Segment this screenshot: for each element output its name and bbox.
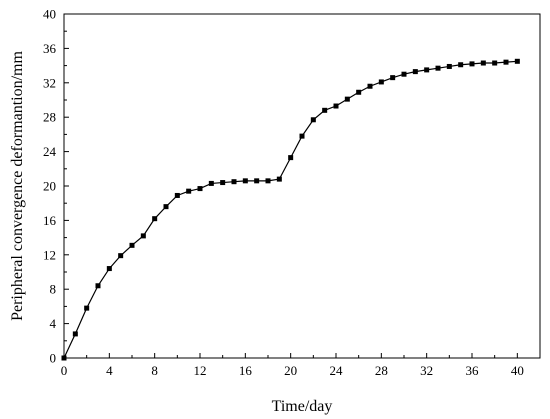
y-axis-title: Peripheral convergence deformantion/mm xyxy=(9,51,26,321)
y-tick-label: 20 xyxy=(43,179,56,194)
x-tick-label: 8 xyxy=(151,363,158,378)
series-line xyxy=(63,60,518,359)
data-point xyxy=(163,204,169,210)
x-tick-label: 32 xyxy=(420,363,433,378)
data-point xyxy=(322,107,328,113)
data-point xyxy=(152,216,158,222)
data-point xyxy=(242,178,248,184)
data-point xyxy=(367,83,373,89)
x-tick-label: 28 xyxy=(375,363,388,378)
data-point xyxy=(288,155,294,161)
y-tick-label: 16 xyxy=(43,213,57,228)
data-point xyxy=(72,331,78,337)
y-tick-label: 12 xyxy=(43,247,56,262)
y-tick-label: 0 xyxy=(50,351,57,366)
data-point xyxy=(412,69,418,75)
x-tick-label: 12 xyxy=(194,363,207,378)
y-tick-label: 40 xyxy=(43,7,56,22)
data-point xyxy=(469,61,475,67)
data-point xyxy=(231,179,237,185)
data-point xyxy=(401,71,407,77)
data-point xyxy=(424,67,430,73)
data-point xyxy=(140,233,146,239)
data-point xyxy=(480,60,486,66)
data-point xyxy=(276,176,282,182)
data-point xyxy=(503,59,509,65)
x-tick-label: 20 xyxy=(284,363,297,378)
data-point xyxy=(220,180,226,186)
data-point xyxy=(208,180,214,186)
y-tick-label: 32 xyxy=(43,75,56,90)
data-point xyxy=(174,192,180,198)
data-point xyxy=(106,266,112,272)
data-point xyxy=(435,65,441,71)
data-point xyxy=(446,63,452,69)
data-point xyxy=(344,96,350,102)
x-axis-title: Time/day xyxy=(272,398,333,415)
data-point xyxy=(458,62,464,68)
y-tick-label: 8 xyxy=(50,282,57,297)
data-point xyxy=(118,253,124,259)
data-point xyxy=(84,305,90,311)
y-tick-label: 4 xyxy=(50,316,57,331)
x-tick-label: 0 xyxy=(61,363,68,378)
data-point xyxy=(254,178,260,184)
markers-layer xyxy=(61,58,520,361)
data-point xyxy=(378,79,384,85)
x-tick-label: 40 xyxy=(511,363,524,378)
x-tick-label: 16 xyxy=(239,363,253,378)
x-tick-label: 36 xyxy=(466,363,480,378)
data-point xyxy=(95,283,101,289)
data-point xyxy=(265,178,271,184)
data-point xyxy=(514,58,520,64)
data-point xyxy=(197,186,203,192)
data-point xyxy=(492,60,498,66)
x-tick-label: 4 xyxy=(106,363,113,378)
data-point xyxy=(356,89,362,95)
data-point xyxy=(310,117,316,123)
data-point xyxy=(299,133,305,139)
data-point xyxy=(333,103,339,109)
data-point xyxy=(186,188,192,194)
x-tick-label: 24 xyxy=(330,363,344,378)
data-point xyxy=(390,75,396,81)
series-layer xyxy=(63,60,518,359)
data-point xyxy=(129,242,135,248)
y-tick-label: 24 xyxy=(43,144,57,159)
y-tick-label: 36 xyxy=(43,41,57,56)
ticks-layer: 0 4 8 12 16 20 24 28 32 36 40 0 4 8 12 16 20 24 28 32 36 40 xyxy=(43,7,524,379)
plot-frame xyxy=(63,13,541,359)
y-tick-label: 28 xyxy=(43,110,56,125)
